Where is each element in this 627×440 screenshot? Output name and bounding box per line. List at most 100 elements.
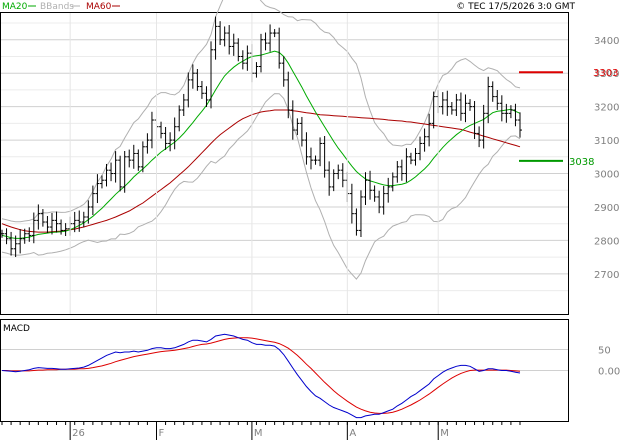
ohlc-bar xyxy=(209,41,214,109)
price-y-tick-label: 3000 xyxy=(594,170,619,181)
ohlc-bar xyxy=(290,100,295,140)
ohlc-bar xyxy=(122,150,127,193)
ohlc-bar xyxy=(286,71,291,119)
ohlc-bar xyxy=(399,159,404,181)
price-y-tick-label: 2900 xyxy=(594,203,619,214)
ohlc-bar xyxy=(195,68,200,91)
price-y-tick-label: 3200 xyxy=(594,103,619,114)
ohlc-bar xyxy=(331,169,336,192)
ohlc-bar xyxy=(408,152,413,165)
ohlc-bar xyxy=(222,26,227,47)
ohlc-bar xyxy=(36,204,41,230)
ohlc-bar xyxy=(18,229,23,254)
macd-layer: 500.00 xyxy=(1,333,620,419)
price-y-tick-label: 3300 xyxy=(594,69,619,80)
ohlc-bar xyxy=(445,90,450,116)
ohlc-bar xyxy=(199,80,204,99)
ohlc-bar xyxy=(259,33,263,73)
ohlc-bar xyxy=(449,102,454,115)
x-tick-label: A xyxy=(349,428,356,439)
ohlc-bar xyxy=(145,133,150,154)
ohlc-bar xyxy=(477,126,482,148)
ohlc-bar xyxy=(327,161,332,196)
ohlc-bar xyxy=(518,112,522,138)
ohlc-bar xyxy=(499,95,504,122)
ohlc-bar xyxy=(95,174,100,204)
bband-lower-line xyxy=(1,93,521,280)
ohlc-bar xyxy=(22,228,27,244)
ohlc-bar xyxy=(9,231,14,256)
ohlc-bar xyxy=(377,190,382,214)
ohlc-bar xyxy=(31,212,36,244)
ohlc-bar xyxy=(45,216,50,234)
legend-ma20: MA20 xyxy=(2,2,28,12)
ohlc-bar xyxy=(136,149,141,171)
price-panel-frame xyxy=(0,12,569,315)
ohlc-bar xyxy=(413,148,418,166)
ma20-line xyxy=(1,50,521,239)
ohlc-bar xyxy=(4,228,9,245)
price-y-tick-label: 2700 xyxy=(594,270,619,281)
ohlc-bar xyxy=(390,172,395,192)
ohlc-bar xyxy=(86,200,91,224)
ohlc-bar xyxy=(490,81,495,102)
support-label: 3038 xyxy=(569,157,594,168)
ohlc-bar xyxy=(354,208,359,236)
ohlc-bar xyxy=(504,103,509,123)
ohlc-bar xyxy=(236,38,241,62)
ohlc-bar xyxy=(422,128,427,152)
ohlc-bar xyxy=(40,209,45,227)
ohlc-bar xyxy=(368,170,373,200)
copyright: © TEC 17/5/2026 3:0 GMT xyxy=(456,2,575,12)
ohlc-bar xyxy=(213,16,218,60)
x-tick-label: M xyxy=(254,428,263,439)
ohlc-bar xyxy=(299,116,304,147)
ohlc-bar xyxy=(13,235,18,258)
ohlc-bar xyxy=(172,117,177,150)
ohlc-bar xyxy=(104,163,109,187)
x-tick-label: 26 xyxy=(72,428,85,439)
ohlc-bar xyxy=(458,92,463,121)
legend-bbands: BBands xyxy=(40,2,74,12)
ohlc-bar xyxy=(313,155,318,165)
x-tick-label: F xyxy=(158,428,164,439)
ohlc-bar xyxy=(454,93,459,117)
ohlc-bar xyxy=(204,86,209,107)
ohlc-bar xyxy=(513,103,518,127)
ohlc-bar xyxy=(59,219,64,235)
ohlc-bar xyxy=(381,185,386,215)
ohlc-bar xyxy=(318,137,323,167)
ohlc-bar xyxy=(113,151,118,183)
ohlc-bar xyxy=(404,148,409,183)
macd-title: MACD xyxy=(3,324,30,334)
ohlc-bar xyxy=(149,111,154,149)
ohlc-bar xyxy=(163,126,168,150)
x-axis: 26 F M A M xyxy=(1,13,521,440)
ohlc-bar xyxy=(240,50,245,70)
price-y-tick-label: 3100 xyxy=(594,136,619,147)
ohlc-bar xyxy=(508,105,513,119)
macd-signal-line xyxy=(2,337,521,414)
ohlc-bar xyxy=(63,223,68,237)
ohlc-bar xyxy=(486,76,491,124)
ohlc-bar xyxy=(418,136,423,161)
ohlc-bar xyxy=(0,229,4,238)
ohlc-bar xyxy=(254,62,259,78)
macd-line xyxy=(1,333,521,419)
price-y-tick-label: 3400 xyxy=(594,36,619,47)
ohlc-bar xyxy=(322,136,327,178)
ohlc-bar xyxy=(218,21,223,45)
ohlc-bar xyxy=(245,45,250,71)
ohlc-bar xyxy=(363,172,368,205)
ohlc-bar xyxy=(468,99,473,111)
ohlc-bar xyxy=(463,94,468,123)
ohlc-bar xyxy=(263,32,268,51)
ohlc-bar xyxy=(140,141,145,173)
macd-panel-frame xyxy=(0,319,569,422)
ohlc-bar xyxy=(295,118,300,136)
ohlc-bar xyxy=(308,147,313,170)
ohlc-bar xyxy=(277,27,282,69)
ohlc-bar xyxy=(440,92,445,115)
ohlc-bar xyxy=(168,132,173,152)
